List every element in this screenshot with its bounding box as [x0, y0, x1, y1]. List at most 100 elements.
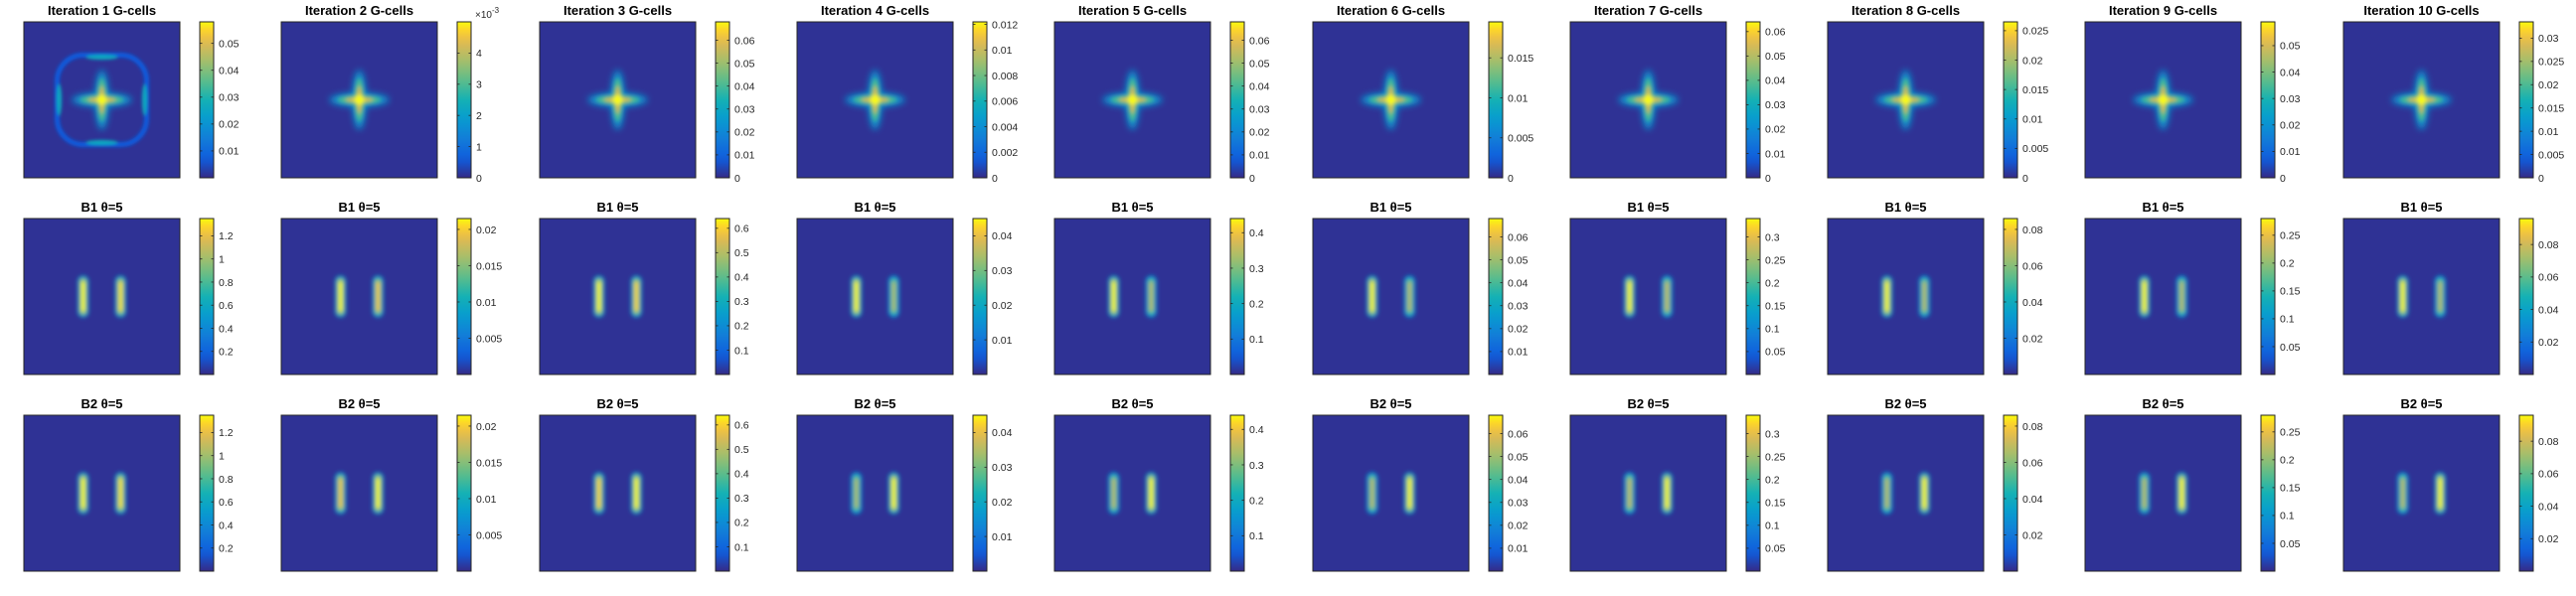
panel-b1-5-colorbar: 0.1 0.2 0.3 0.4 — [1229, 218, 1264, 375]
panel-b2-9-colorbar-tick-label: 0.15 — [2280, 483, 2301, 495]
panel-g-2-colorbar-tick-label: 3 — [476, 79, 482, 91]
panel-b1-5-colorbar-tick-label: 0.4 — [1249, 227, 1264, 239]
panel-b2-1-colorbar-tick-label: 0.2 — [219, 543, 234, 555]
panel-b2-4-colorbar-tick-label: 0.03 — [992, 462, 1013, 474]
panel-b1-9-colorbar-tick-label: 0.15 — [2280, 286, 2301, 298]
panel-g-9-heatmap — [2085, 22, 2241, 178]
panel-g-6-colorbar-tick-label: 0.015 — [1508, 53, 1533, 65]
panel-g-2-title: Iteration 2 G-cells — [305, 3, 413, 18]
panel-g-8-heatmap — [1828, 22, 1984, 178]
panel-b1-4-colorbar: 0.01 0.02 0.03 0.04 — [972, 218, 1013, 375]
panel-b1-8: B1 θ=5 0.02 0.04 0.06 0.08 — [1827, 200, 2043, 375]
panel-g-8-colorbar-tick-label: 0.025 — [2022, 26, 2048, 38]
panel-b2-9-colorbar-tick-label: 0.2 — [2280, 455, 2295, 467]
panel-b2-6: B2 θ=5 0.01 0.02 0.03 0.04 0.05 0.06 — [1312, 396, 1529, 572]
panel-g-7-title: Iteration 7 G-cells — [1594, 3, 1702, 18]
panel-g-8-colorbar-tick-label: 0.01 — [2022, 114, 2043, 126]
panel-g-1: Iteration 1 G-cells 0.01 0.02 0.03 0.04 0.05 — [23, 3, 240, 179]
panel-b2-2-heatmap — [281, 415, 437, 571]
panel-b2-3-colorbar-tick-label: 0.3 — [734, 493, 749, 505]
panel-b1-9: B1 θ=5 0.05 0.1 0.15 0.2 0.25 — [2084, 200, 2301, 375]
panel-g-5-colorbar: 0 0.01 0.02 0.03 0.04 0.05 0.06 — [1229, 21, 1270, 185]
panel-g-7: Iteration 7 G-cells 0 0.01 0.02 0.03 0.04 0.05… — [1569, 3, 1786, 185]
panel-b1-5-heatmap — [1054, 219, 1210, 374]
panel-g-9-colorbar-tick-label: 0.03 — [2280, 93, 2301, 105]
panel-g-10-colorbar-tick-label: 0.015 — [2538, 103, 2564, 115]
panel-g-10: Iteration 10 G-cells00.0050.010.0150.020… — [2342, 3, 2564, 185]
panel-b1-2-colorbar-tick-label: 0.02 — [476, 224, 497, 236]
panel-b1-1-colorbar-tick-label: 0.8 — [219, 277, 234, 289]
panel-b1-7-colorbar: 0.05 0.1 0.15 0.2 0.25 0.3 — [1745, 218, 1786, 375]
panel-b1-1-colorbar-tick-label: 0.4 — [219, 323, 234, 335]
panel-b1-3-title: B1 θ=5 — [596, 200, 638, 215]
panel-b1-4-colorbar-tick-label: 0.03 — [992, 265, 1013, 277]
panel-b1-6-heatmap — [1313, 219, 1469, 374]
panel-g-3-colorbar-tick-label: 0.04 — [734, 80, 755, 92]
panel-b1-1-colorbar-tick-label: 0.2 — [219, 347, 234, 359]
panel-b2-3: B2 θ=5 0.1 0.2 0.3 0.4 0.5 0.6 — [539, 396, 749, 572]
panel-b2-8-title: B2 θ=5 — [1884, 396, 1926, 411]
panel-g-5-colorbar-tick-label: 0.01 — [1249, 150, 1270, 162]
panel-g-6-colorbar: 0 0.005 0.01 0.015 — [1488, 21, 1533, 185]
panel-b1-9-heatmap — [2085, 219, 2241, 374]
panel-b1-10-colorbar-tick-label: 0.06 — [2538, 272, 2559, 284]
panel-b2-8-colorbar-tick-label: 0.02 — [2022, 529, 2043, 541]
panel-b2-10-heatmap — [2343, 415, 2499, 571]
panel-b1-7-colorbar-tick-label: 0.15 — [1765, 301, 1786, 313]
panel-b2-8-colorbar-tick-label: 0.04 — [2022, 494, 2043, 506]
panel-g-2-colorbar-tick-label: 4 — [476, 48, 482, 60]
panel-b1-6: B1 θ=5 0.01 0.02 0.03 0.04 0.05 0.06 — [1312, 200, 1529, 375]
panel-b2-5-colorbar-tick-label: 0.2 — [1249, 495, 1264, 507]
panel-b2-4-colorbar-tick-label: 0.01 — [992, 531, 1013, 543]
panel-g-2-colorbar-tick-label: 0 — [476, 173, 482, 185]
panel-b1-5-colorbar-tick-label: 0.2 — [1249, 298, 1264, 310]
panel-b1-7-colorbar-tick-label: 0.1 — [1765, 324, 1780, 336]
panel-b2-4-colorbar-tick-label: 0.04 — [992, 427, 1013, 439]
panel-b1-2: B1 θ=5 0.005 0.01 0.015 0.02 — [280, 200, 502, 375]
panel-g-3-colorbar-tick-label: 0.06 — [734, 35, 755, 47]
panel-b2-2-colorbar-tick-label: 0.01 — [476, 494, 497, 506]
panel-b2-8-colorbar: 0.02 0.04 0.06 0.08 — [2003, 414, 2043, 572]
panel-b1-2-colorbar-tick-label: 0.015 — [476, 260, 502, 272]
panel-g-9-colorbar-tick-label: 0.02 — [2280, 120, 2301, 132]
panel-b1-3-colorbar-tick-label: 0.6 — [734, 224, 749, 235]
panel-b1-4: B1 θ=5 0.01 0.02 0.03 0.04 — [796, 200, 1013, 375]
panel-b2-6-colorbar-tick-label: 0.06 — [1508, 428, 1529, 440]
panel-b1-3: B1 θ=5 0.1 0.2 0.3 0.4 0.5 0.6 — [539, 200, 749, 375]
panel-g-8-colorbar-tick-label: 0.005 — [2022, 143, 2048, 155]
panel-g-5-colorbar-tick-label: 0.04 — [1249, 80, 1270, 92]
panel-g-4-colorbar: 0 0.002 0.004 0.006 0.008 0.01 0.012 — [972, 19, 1018, 185]
panel-g-8-title: Iteration 8 G-cells — [1852, 3, 1960, 18]
panel-b2-9-title: B2 θ=5 — [2142, 396, 2183, 411]
panel-b1-7-heatmap — [1570, 219, 1726, 374]
panel-g-3-heatmap — [540, 22, 696, 178]
panel-b2-8-heatmap — [1828, 415, 1984, 571]
panel-g-4-colorbar-tick-label: 0.006 — [992, 96, 1018, 108]
panel-g-7-colorbar-tick-label: 0.03 — [1765, 99, 1786, 111]
panel-b2-6-colorbar-tick-label: 0.02 — [1508, 521, 1529, 532]
panel-b2-3-colorbar-tick-label: 0.5 — [734, 444, 749, 456]
panel-g-10-colorbar-tick-label: 0.01 — [2538, 126, 2559, 138]
panel-g-10-colorbar-tick-label: 0.005 — [2538, 149, 2564, 161]
panel-b1-8-colorbar-tick-label: 0.06 — [2022, 260, 2043, 272]
panel-g-9-colorbar-tick-label: 0.05 — [2280, 41, 2301, 53]
panel-g-7-heatmap — [1570, 22, 1726, 178]
panel-b2-2-colorbar-tick-label: 0.005 — [476, 529, 502, 541]
panel-g-2-colorbar: 0 1 2 3 4 ×10-3 — [456, 6, 500, 185]
panel-b1-1-colorbar: 0.2 0.4 0.6 0.8 1 1.2 — [199, 218, 234, 375]
panel-b1-2-colorbar-tick-label: 0.005 — [476, 333, 502, 345]
panel-b1-10-colorbar: 0.02 0.04 0.06 0.08 — [2518, 218, 2559, 375]
panel-g-1-colorbar-tick-label: 0.04 — [219, 66, 240, 77]
panel-b1-1-heatmap — [24, 219, 180, 374]
panel-b1-5-colorbar-tick-label: 0.3 — [1249, 263, 1264, 275]
panel-b2-2-title: B2 θ=5 — [338, 396, 380, 411]
panel-g-8-colorbar-tick-label: 0.02 — [2022, 55, 2043, 67]
panel-b2-1-colorbar-tick-label: 0.4 — [219, 520, 234, 531]
panel-g-4-colorbar-tick-label: 0.002 — [992, 147, 1018, 159]
panel-b2-3-colorbar-tick-label: 0.4 — [734, 469, 749, 481]
panel-b1-7-colorbar-tick-label: 0.25 — [1765, 254, 1786, 266]
panel-g-10-colorbar-tick-label: 0.025 — [2538, 57, 2564, 69]
panel-g-6-colorbar-tick-label: 0.005 — [1508, 133, 1533, 145]
panel-g-8-colorbar-tick-label: 0 — [2022, 173, 2028, 185]
